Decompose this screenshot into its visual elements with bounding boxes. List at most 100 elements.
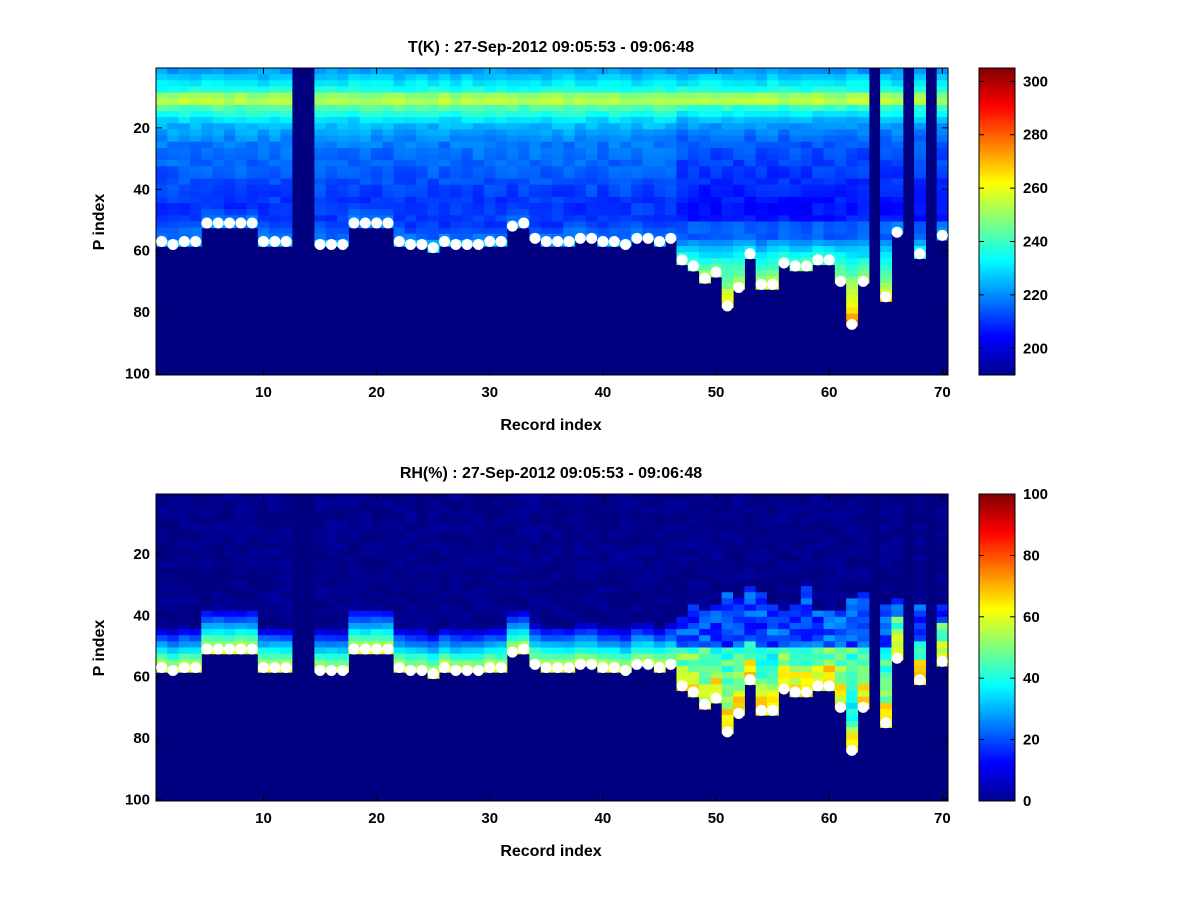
heatmap-cell bbox=[699, 665, 711, 673]
heatmap-cell bbox=[914, 629, 926, 636]
heatmap-cell bbox=[755, 573, 768, 581]
heatmap-cell bbox=[178, 506, 191, 514]
heatmap-cell bbox=[393, 80, 406, 88]
heatmap-cell bbox=[359, 555, 372, 563]
heatmap-cell bbox=[642, 209, 655, 216]
heatmap-cell bbox=[518, 92, 530, 100]
heatmap-cell bbox=[574, 147, 587, 155]
heatmap-cell bbox=[857, 647, 870, 655]
heatmap-cell bbox=[359, 190, 372, 198]
heatmap-cell bbox=[416, 117, 429, 124]
heatmap-cell bbox=[269, 573, 282, 581]
heatmap-cell bbox=[529, 506, 542, 514]
heatmap-cell bbox=[710, 233, 723, 241]
heatmap-cell bbox=[257, 227, 270, 235]
heatmap-cell bbox=[518, 203, 530, 210]
heatmap-cell bbox=[574, 98, 587, 106]
heatmap-cell bbox=[529, 494, 542, 501]
heatmap-cell bbox=[370, 598, 383, 606]
heatmap-cell bbox=[370, 86, 383, 94]
heatmap-cell bbox=[755, 196, 768, 204]
heatmap-cell bbox=[563, 178, 576, 186]
heatmap-cell bbox=[540, 166, 553, 173]
heatmap-cell bbox=[382, 129, 395, 137]
heatmap-cell bbox=[766, 622, 779, 630]
heatmap-cell bbox=[495, 215, 508, 223]
heatmap-cell bbox=[269, 494, 282, 501]
heatmap-cell bbox=[156, 135, 168, 143]
heatmap-cell bbox=[189, 530, 202, 538]
heatmap-cell bbox=[529, 141, 542, 149]
heatmap-cell bbox=[235, 579, 248, 587]
heatmap-cell bbox=[201, 524, 214, 532]
heatmap-cell bbox=[608, 74, 621, 81]
heatmap-cell bbox=[676, 147, 689, 155]
heatmap-cell bbox=[167, 506, 180, 514]
heatmap-cell bbox=[438, 518, 451, 526]
heatmap-cell bbox=[167, 196, 180, 204]
heatmap-cell bbox=[540, 653, 553, 661]
heatmap-cell bbox=[506, 604, 519, 612]
heatmap-cell bbox=[529, 147, 542, 155]
heatmap-cell bbox=[178, 573, 191, 581]
heatmap-cell bbox=[337, 123, 349, 130]
heatmap-cell bbox=[540, 512, 553, 520]
surface-marker bbox=[167, 239, 179, 251]
heatmap-cell bbox=[325, 147, 338, 155]
heatmap-cell bbox=[619, 74, 632, 81]
heatmap-cell bbox=[563, 616, 576, 624]
heatmap-cell bbox=[484, 512, 497, 520]
heatmap-cell bbox=[687, 239, 700, 247]
heatmap-cell bbox=[178, 635, 191, 642]
heatmap-cell bbox=[178, 74, 191, 81]
heatmap-cell bbox=[189, 512, 202, 520]
heatmap-cell bbox=[348, 86, 361, 94]
heatmap-cell bbox=[642, 604, 655, 612]
heatmap-cell bbox=[778, 555, 791, 563]
heatmap-cell bbox=[552, 129, 564, 137]
heatmap-cell bbox=[574, 524, 587, 532]
heatmap-cell bbox=[337, 543, 349, 550]
heatmap-cell bbox=[733, 153, 745, 161]
heatmap-cell bbox=[733, 221, 745, 229]
heatmap-cell bbox=[472, 536, 485, 544]
heatmap-cell bbox=[246, 598, 259, 606]
x-tick-label: 50 bbox=[708, 810, 725, 827]
heatmap-cell bbox=[348, 494, 361, 501]
heatmap-cell bbox=[789, 92, 802, 100]
heatmap-cell bbox=[212, 610, 225, 618]
heatmap-cell bbox=[223, 518, 236, 526]
heatmap-cell bbox=[755, 184, 768, 192]
heatmap-cell bbox=[461, 512, 474, 520]
heatmap-cell bbox=[936, 141, 949, 149]
heatmap-cell bbox=[257, 221, 270, 229]
heatmap-cell bbox=[506, 172, 519, 180]
heatmap-cell bbox=[823, 117, 836, 124]
heatmap-cell bbox=[337, 530, 349, 538]
heatmap-cell bbox=[416, 622, 429, 630]
heatmap-cell bbox=[665, 604, 678, 612]
heatmap-cell bbox=[744, 536, 757, 544]
heatmap-cell bbox=[597, 500, 610, 507]
heatmap-cell bbox=[891, 592, 904, 599]
heatmap-cell bbox=[552, 80, 564, 88]
heatmap-cell bbox=[393, 209, 406, 216]
heatmap-cell bbox=[563, 555, 576, 563]
heatmap-cell bbox=[348, 104, 361, 112]
heatmap-cell bbox=[846, 282, 859, 290]
heatmap-cell bbox=[235, 141, 248, 149]
heatmap-cell bbox=[812, 172, 825, 180]
heatmap-cell bbox=[857, 573, 870, 581]
heatmap-cell bbox=[766, 86, 779, 94]
heatmap-cell bbox=[235, 573, 248, 581]
heatmap-cell bbox=[212, 629, 225, 636]
heatmap-cell bbox=[472, 172, 485, 180]
heatmap-cell bbox=[846, 203, 859, 210]
heatmap-cell bbox=[699, 506, 711, 514]
heatmap-cell bbox=[710, 227, 723, 235]
heatmap-cell bbox=[450, 215, 463, 223]
heatmap-cell bbox=[269, 635, 282, 642]
heatmap-cell bbox=[314, 524, 327, 532]
heatmap-cell bbox=[552, 196, 564, 204]
heatmap-cell bbox=[755, 512, 768, 520]
